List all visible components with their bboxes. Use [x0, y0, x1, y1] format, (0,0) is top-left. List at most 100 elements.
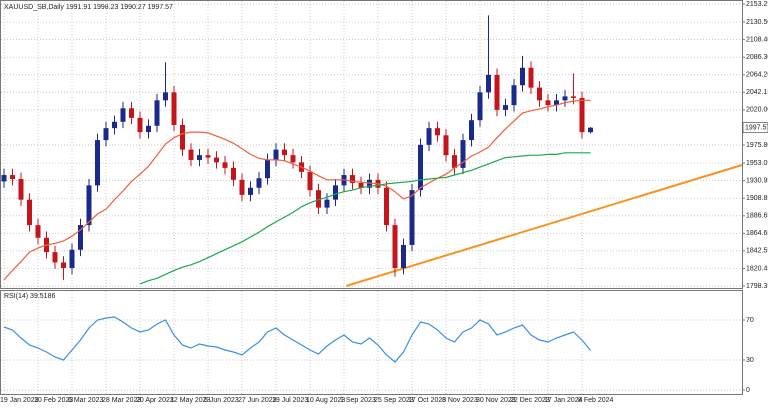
candle-body — [307, 171, 313, 191]
x-tick-label: 1 Sep 2023 — [340, 397, 376, 404]
candle-body — [401, 244, 406, 269]
candle-body — [503, 105, 508, 110]
x-tick-label: 27 Jun 2023 — [238, 397, 277, 404]
candle-body — [367, 179, 372, 188]
x-tick-label: 10 Aug 2023 — [306, 397, 345, 404]
candle-body — [112, 121, 117, 129]
candle-body — [86, 185, 92, 226]
candle-body — [409, 190, 415, 245]
y-tick-label: 30 — [746, 357, 754, 364]
y-tick-label: 0 — [746, 387, 750, 394]
candle-body — [316, 190, 321, 208]
y-tick-label: 2130.50 — [746, 19, 768, 26]
candle-body — [477, 92, 483, 121]
candle-body — [188, 149, 194, 160]
x-tick-label: 20 Apr 2023 — [136, 397, 174, 404]
candle-body — [265, 159, 270, 179]
x-tick-label: 12 May 2023 — [170, 397, 211, 404]
x-tick-label: 17 Jan 2024 — [544, 397, 583, 404]
candle-body — [18, 179, 24, 200]
candle-body — [197, 155, 202, 160]
candle-body — [443, 135, 449, 156]
x-tick-label: 17 Oct 2023 — [408, 397, 446, 404]
candle-body — [103, 128, 109, 141]
candle-body — [282, 149, 287, 156]
candle-body — [256, 178, 262, 188]
y-tick-label: 2020.00 — [746, 107, 768, 114]
candle-body — [27, 199, 32, 226]
candle-body — [205, 155, 211, 158]
candle-body — [588, 127, 593, 133]
x-tick-label: 25 Sep 2023 — [374, 397, 414, 404]
candle-body — [579, 97, 585, 133]
candle-body — [78, 225, 83, 250]
y-tick-label: 2064.20 — [746, 72, 768, 79]
x-tick-label: 6 Mar 2023 — [68, 397, 104, 404]
rsi-line — [3, 316, 591, 363]
x-tick-label: 19 Jul 2023 — [272, 397, 308, 404]
candle-body — [452, 155, 457, 168]
y-tick-label: 1798.35 — [746, 283, 768, 290]
candle-body — [290, 155, 296, 163]
candle-body — [69, 249, 75, 269]
moving-average — [3, 99, 591, 281]
y-tick-label: 1908.85 — [746, 195, 768, 202]
rsi-title: RSI(14) 39.5186 — [4, 293, 55, 300]
y-tick-label: 70 — [746, 317, 754, 324]
x-tick-label: 22 Dec 2023 — [510, 397, 550, 404]
y-tick-label: 2153.25 — [746, 1, 768, 8]
rsi-panel-frame — [0, 290, 743, 395]
y-tick-label: 1953.05 — [746, 160, 768, 167]
candle-body — [120, 108, 126, 122]
candle-body — [358, 182, 364, 188]
candle-body — [520, 67, 525, 86]
candle-body — [571, 96, 576, 98]
candle-body — [171, 92, 177, 125]
y-tick-label: 1975.80 — [746, 142, 768, 149]
candle-body — [129, 108, 134, 118]
candle-body — [537, 87, 542, 101]
y-tick-label: 1864.65 — [746, 230, 768, 237]
x-tick-label: 8 Feb 2024 — [578, 397, 614, 404]
candle-body — [562, 96, 568, 101]
x-tick-label: 28 Mar 2023 — [102, 397, 141, 404]
candle-body — [1, 175, 7, 182]
y-tick-label: 2086.30 — [746, 54, 768, 61]
candle-body — [486, 74, 491, 93]
y-tick-label: 2108.40 — [746, 36, 768, 43]
y-tick-label: 2042.15 — [746, 89, 768, 96]
x-tick-label: 5 Jun 2023 — [204, 397, 239, 404]
candle-body — [545, 100, 551, 106]
candle-body — [384, 187, 389, 226]
candle-body — [180, 124, 185, 150]
candle-body — [137, 117, 143, 133]
candle-body — [426, 128, 432, 145]
candle-body — [95, 140, 100, 186]
y-tick-label: 1930.95 — [746, 177, 768, 184]
candle-body — [324, 199, 330, 208]
candle-body — [222, 162, 228, 168]
candle-body — [554, 100, 559, 106]
candle-body — [511, 85, 517, 106]
last-price-label: 1997.57 — [745, 125, 768, 132]
x-tick-label: 10 Feb 2023 — [34, 397, 73, 404]
candle-body — [273, 149, 279, 160]
candle-body — [10, 175, 15, 180]
candle-body — [52, 252, 58, 263]
y-tick-label: 1820.45 — [746, 265, 768, 272]
y-tick-label: 1886.65 — [746, 213, 768, 220]
candle-body — [528, 67, 534, 88]
candle-body — [469, 120, 474, 141]
candle-body — [333, 185, 338, 200]
candle-body — [350, 175, 355, 183]
candle-body — [35, 225, 41, 238]
last-price-box — [742, 122, 768, 134]
candle-body — [418, 144, 423, 191]
moving-average — [139, 152, 591, 285]
candle-body — [460, 140, 466, 168]
price-panel-frame — [0, 0, 743, 289]
y-tick-label: 1842.55 — [746, 248, 768, 255]
